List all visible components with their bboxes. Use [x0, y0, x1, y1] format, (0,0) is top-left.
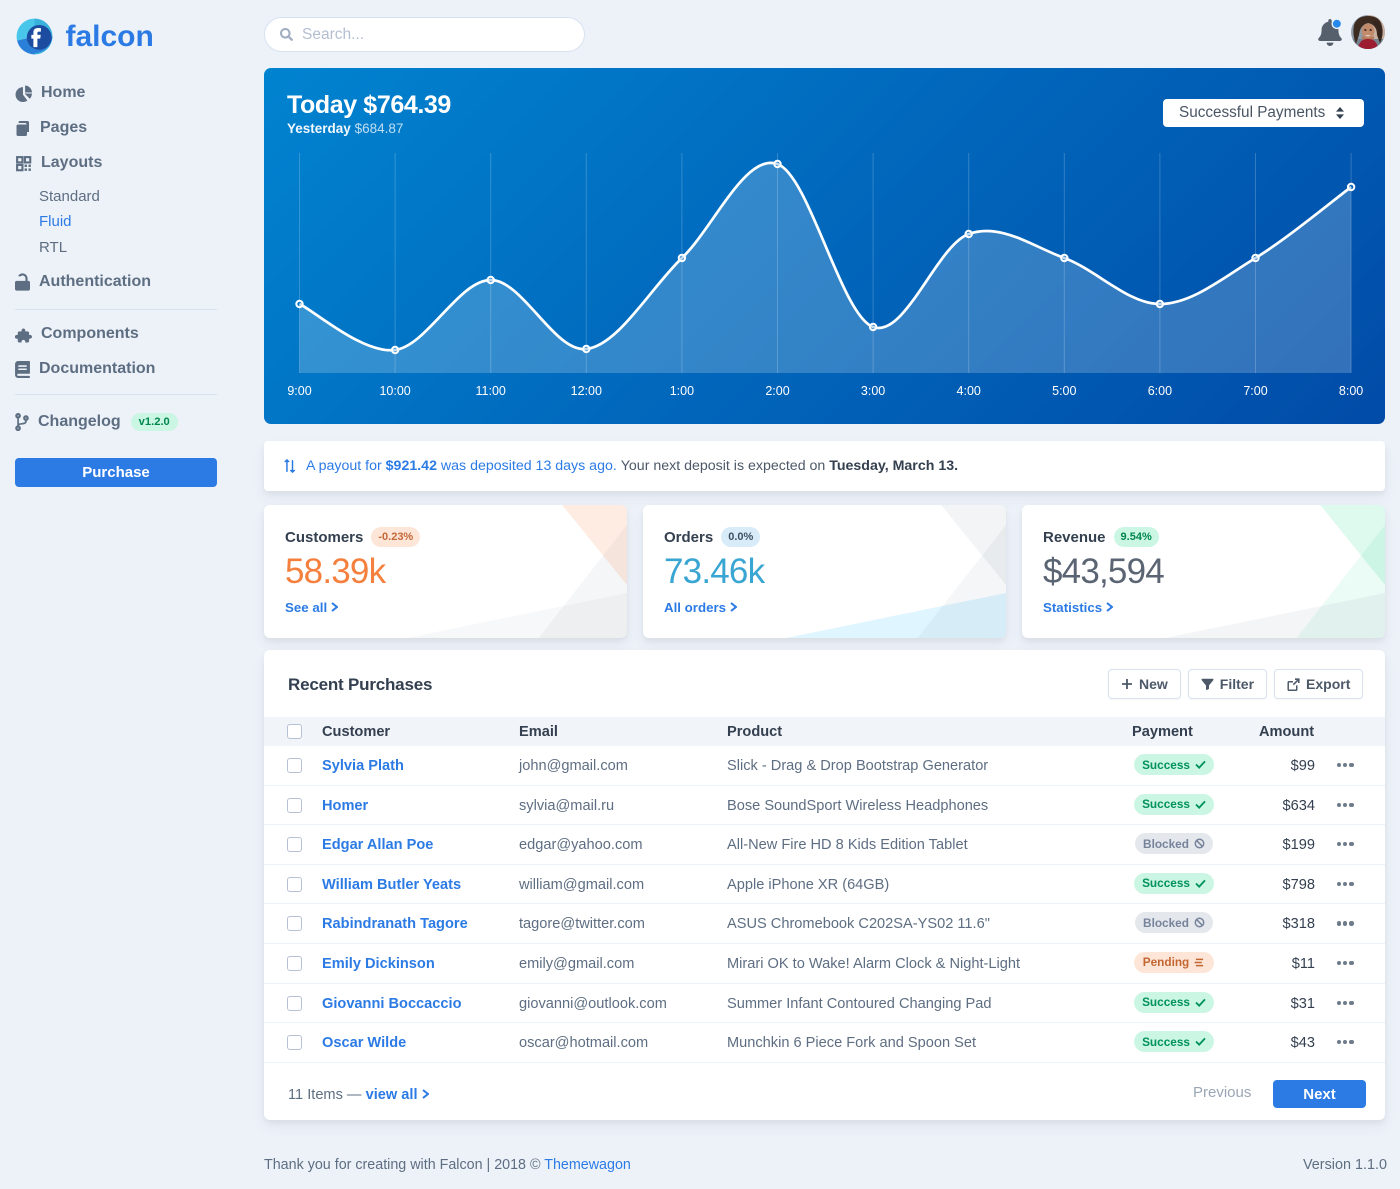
svg-text:3:00: 3:00	[861, 384, 885, 398]
svg-text:2:00: 2:00	[765, 384, 789, 398]
svg-text:10:00: 10:00	[379, 384, 410, 398]
svg-text:6:00: 6:00	[1148, 384, 1172, 398]
svg-text:8:00: 8:00	[1339, 384, 1363, 398]
svg-text:4:00: 4:00	[957, 384, 981, 398]
svg-text:9:00: 9:00	[287, 384, 311, 398]
svg-text:12:00: 12:00	[571, 384, 602, 398]
svg-text:5:00: 5:00	[1052, 384, 1076, 398]
svg-text:1:00: 1:00	[670, 384, 694, 398]
svg-text:7:00: 7:00	[1243, 384, 1267, 398]
svg-text:11:00: 11:00	[476, 384, 506, 398]
